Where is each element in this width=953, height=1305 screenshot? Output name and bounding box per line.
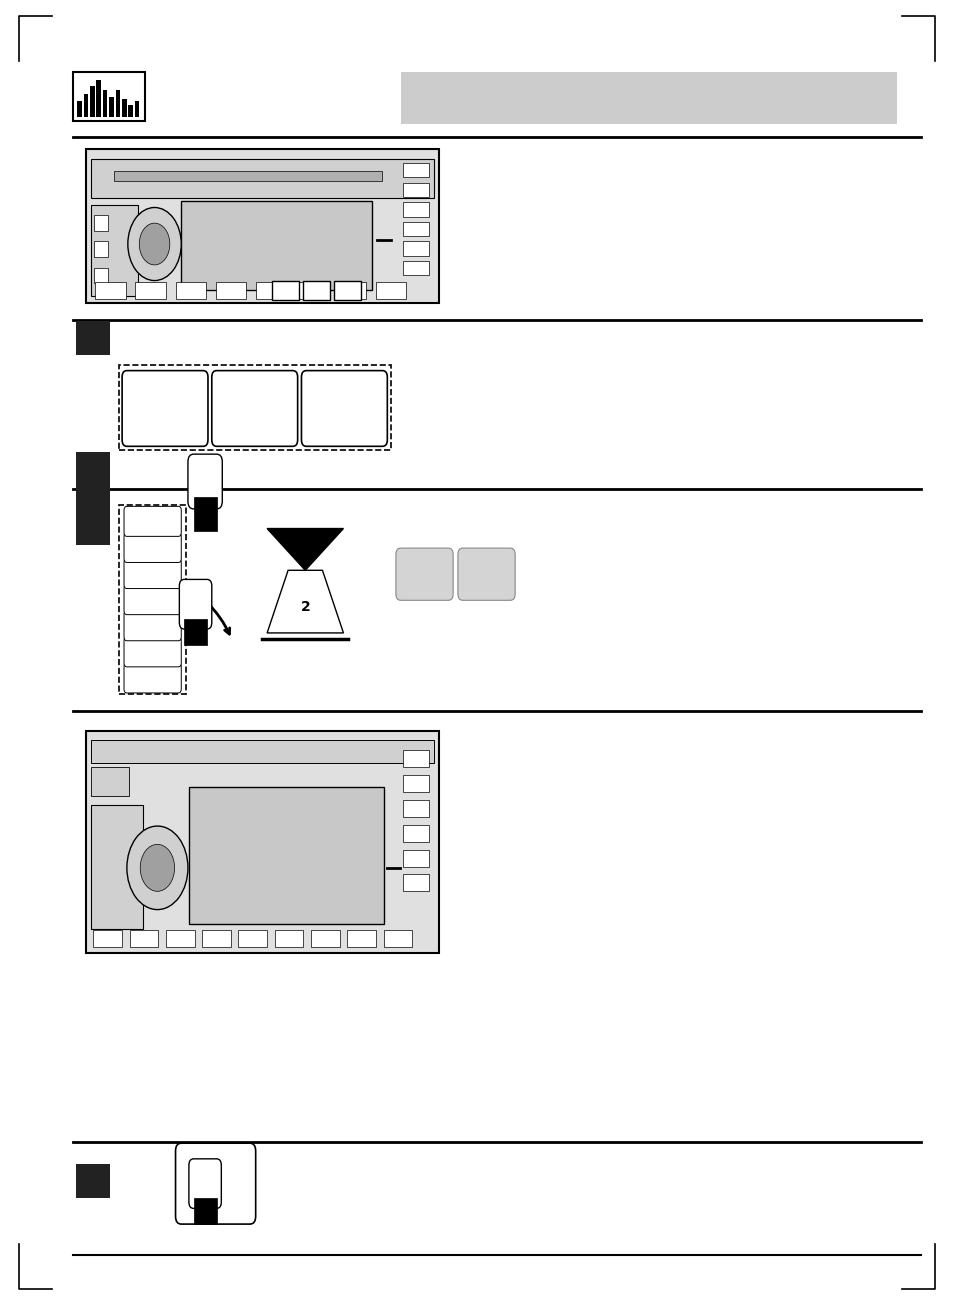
Bar xyxy=(103,90,108,117)
Circle shape xyxy=(128,207,181,281)
Bar xyxy=(76,452,110,545)
Bar xyxy=(90,86,94,117)
Bar xyxy=(402,261,429,275)
FancyBboxPatch shape xyxy=(124,637,181,667)
Bar xyxy=(91,767,129,796)
Bar xyxy=(402,825,429,842)
Text: 2: 2 xyxy=(300,600,310,613)
FancyBboxPatch shape xyxy=(179,579,212,629)
Bar xyxy=(295,282,326,299)
FancyBboxPatch shape xyxy=(124,585,181,615)
Bar xyxy=(375,282,406,299)
Circle shape xyxy=(139,223,170,265)
FancyBboxPatch shape xyxy=(122,371,208,446)
FancyBboxPatch shape xyxy=(124,532,181,562)
Bar xyxy=(94,215,108,231)
Bar xyxy=(402,183,429,197)
Bar xyxy=(383,930,412,947)
FancyBboxPatch shape xyxy=(175,1143,255,1224)
Bar xyxy=(189,787,384,924)
Bar xyxy=(202,930,231,947)
FancyBboxPatch shape xyxy=(188,454,222,509)
Bar xyxy=(76,321,110,355)
Bar xyxy=(94,268,108,283)
Bar xyxy=(130,930,158,947)
Bar xyxy=(400,72,896,124)
Bar xyxy=(238,930,267,947)
Bar xyxy=(402,222,429,236)
Bar xyxy=(402,750,429,767)
Bar xyxy=(335,282,366,299)
Bar xyxy=(274,930,303,947)
FancyBboxPatch shape xyxy=(301,371,387,446)
Bar xyxy=(135,282,166,299)
Bar xyxy=(181,201,372,290)
Bar xyxy=(402,850,429,867)
Bar xyxy=(76,1164,110,1198)
Bar xyxy=(402,775,429,792)
Circle shape xyxy=(127,826,188,910)
Bar xyxy=(402,241,429,256)
Bar xyxy=(215,282,246,299)
Bar xyxy=(86,149,438,303)
FancyBboxPatch shape xyxy=(124,506,181,536)
Bar xyxy=(193,1198,216,1224)
Bar xyxy=(303,281,330,300)
Bar xyxy=(402,874,429,891)
Polygon shape xyxy=(267,570,343,633)
Bar xyxy=(193,497,216,531)
Bar xyxy=(175,282,206,299)
Bar xyxy=(129,104,132,117)
Bar xyxy=(77,100,82,117)
Bar xyxy=(134,100,139,117)
Bar xyxy=(402,800,429,817)
Bar xyxy=(334,281,360,300)
Bar xyxy=(119,365,391,450)
Bar xyxy=(93,930,122,947)
Bar xyxy=(91,805,143,929)
FancyBboxPatch shape xyxy=(457,548,515,600)
FancyBboxPatch shape xyxy=(189,1159,221,1208)
Bar xyxy=(91,740,434,763)
Bar xyxy=(109,97,113,117)
Bar xyxy=(94,241,108,257)
Circle shape xyxy=(140,844,174,891)
Bar xyxy=(272,281,298,300)
Bar xyxy=(91,159,434,198)
Bar xyxy=(114,171,381,181)
Bar xyxy=(402,163,429,177)
FancyBboxPatch shape xyxy=(124,559,181,589)
Bar xyxy=(86,731,438,953)
FancyBboxPatch shape xyxy=(212,371,297,446)
Bar xyxy=(184,619,207,645)
Bar xyxy=(255,282,286,299)
Bar xyxy=(73,72,145,121)
Bar xyxy=(96,80,101,117)
Bar xyxy=(91,205,138,296)
Bar xyxy=(311,930,339,947)
FancyBboxPatch shape xyxy=(124,611,181,641)
Bar xyxy=(347,930,375,947)
Bar xyxy=(95,282,126,299)
Bar xyxy=(119,505,186,694)
FancyBboxPatch shape xyxy=(124,663,181,693)
Bar xyxy=(402,202,429,217)
Bar xyxy=(115,90,120,117)
Bar xyxy=(122,99,127,117)
Polygon shape xyxy=(267,529,343,570)
Bar xyxy=(166,930,194,947)
Bar xyxy=(84,94,89,117)
FancyBboxPatch shape xyxy=(395,548,453,600)
